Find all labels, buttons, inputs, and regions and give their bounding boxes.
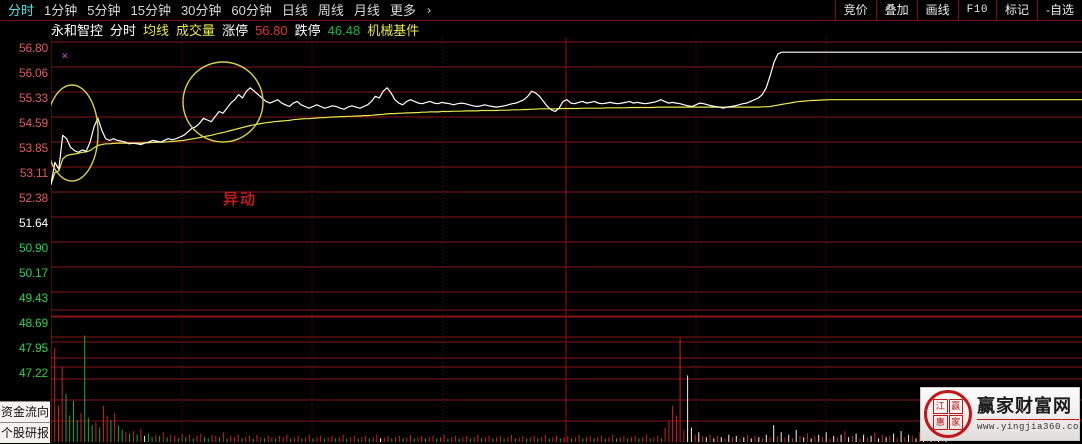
period-tab-1[interactable]: 1分钟 bbox=[44, 2, 78, 18]
price-axis-label-2: 55.33 bbox=[18, 91, 48, 105]
bottom-left-buttons: 资金流向 个股研报 bbox=[0, 401, 50, 443]
price-axis-label-8: 50.90 bbox=[18, 241, 48, 255]
toolbar-button-4[interactable]: 标记 bbox=[995, 0, 1037, 21]
toolbar-actions: 竞价 叠加 画线 F10 标记 -自选 bbox=[834, 0, 1082, 21]
price-axis-label-7: 51.64 bbox=[18, 216, 48, 230]
toolbar-button-1[interactable]: 叠加 bbox=[875, 0, 917, 21]
period-tab-2[interactable]: 5分钟 bbox=[87, 2, 121, 18]
period-tab-9[interactable]: 更多 bbox=[389, 2, 416, 18]
abnormal-move-annotation: 异动 bbox=[223, 191, 258, 208]
seal-icon: 江赢惠家 bbox=[924, 390, 972, 438]
period-tab-6[interactable]: 日线 bbox=[281, 2, 308, 18]
toolbar-button-2[interactable]: 画线 bbox=[916, 0, 958, 21]
toolbar-button-5[interactable]: -自选 bbox=[1037, 0, 1082, 21]
toolbar-button-0[interactable]: 竞价 bbox=[834, 0, 876, 21]
price-axis-label-4: 53.85 bbox=[18, 141, 48, 155]
period-tab-0[interactable]: 分时 bbox=[8, 2, 35, 18]
more-arrow-icon[interactable]: › bbox=[426, 3, 431, 17]
price-axis-label-13: 47.22 bbox=[18, 366, 48, 380]
toolbar-button-3[interactable]: F10 bbox=[957, 0, 996, 21]
price-axis: 56.80 56.06 55.33 54.59 53.85 53.11 52.38 51.64… bbox=[0, 38, 51, 443]
stock-info-line: 永和智控 分时 均线 成交量 涨停 56.80 跌停 46.48 机械基件 bbox=[51, 22, 426, 40]
chart-annotations bbox=[51, 61, 264, 182]
chart-mode-label[interactable]: 分时 bbox=[110, 23, 137, 38]
volume-label[interactable]: 成交量 bbox=[176, 23, 216, 38]
limit-down-value: 46.48 bbox=[327, 23, 361, 38]
price-axis-label-10: 49.43 bbox=[18, 291, 48, 305]
price-axis-label-5: 53.11 bbox=[19, 166, 48, 180]
chart-area[interactable]: ✕ 异动 bbox=[51, 38, 1082, 443]
price-axis-label-12: 47.95 bbox=[18, 341, 48, 355]
chart-grid bbox=[51, 38, 1082, 443]
price-axis-label-0: 56.80 bbox=[18, 41, 48, 55]
period-tab-5[interactable]: 60分钟 bbox=[231, 2, 272, 18]
price-axis-label-1: 56.06 bbox=[18, 66, 48, 80]
period-tab-8[interactable]: 月线 bbox=[353, 2, 380, 18]
logo-divider bbox=[977, 418, 1079, 420]
seal-char-1: 赢 bbox=[948, 399, 963, 414]
bottom-button-1[interactable]: 个股研报 bbox=[0, 422, 50, 443]
seal-char-2: 惠 bbox=[933, 415, 948, 430]
brand-url: www.yingjia360.com bbox=[977, 421, 1080, 432]
watermark-logo: 江赢惠家 赢家财富网 www.yingjia360.com bbox=[920, 387, 1080, 441]
period-tab-4[interactable]: 30分钟 bbox=[180, 2, 222, 18]
period-tabs: 分时 1分钟 5分钟 15分钟 30分钟 60分钟 日线 周线 月线 更多 bbox=[0, 0, 421, 21]
brand-name: 赢家财富网 bbox=[977, 395, 1072, 416]
period-toolbar: 分时 1分钟 5分钟 15分钟 30分钟 60分钟 日线 周线 月线 更多 › 竞价 叠加 画线 F10… bbox=[0, 0, 1082, 21]
watermark-text: 赢家财富网 www.yingjia360.com bbox=[977, 395, 1080, 433]
stock-name: 永和智控 bbox=[51, 23, 104, 38]
period-tab-7[interactable]: 周线 bbox=[317, 2, 344, 18]
price-axis-label-6: 52.38 bbox=[18, 191, 48, 205]
seal-char-3: 家 bbox=[948, 415, 963, 430]
signal-marker-icon: ✕ bbox=[61, 51, 69, 61]
sector-label[interactable]: 机械基件 bbox=[367, 23, 420, 38]
ma-line-label[interactable]: 均线 bbox=[143, 23, 170, 38]
period-tab-3[interactable]: 15分钟 bbox=[130, 2, 171, 18]
limit-down-label: 跌停 bbox=[294, 23, 321, 38]
seal-char-0: 江 bbox=[933, 399, 948, 414]
limit-up-value: 56.80 bbox=[255, 23, 288, 38]
limit-up-label: 涨停 bbox=[222, 23, 249, 38]
bottom-button-0[interactable]: 资金流向 bbox=[0, 401, 50, 422]
price-axis-label-3: 54.59 bbox=[18, 116, 48, 130]
price-axis-label-9: 50.17 bbox=[18, 266, 48, 280]
price-axis-label-11: 48.69 bbox=[18, 316, 48, 330]
